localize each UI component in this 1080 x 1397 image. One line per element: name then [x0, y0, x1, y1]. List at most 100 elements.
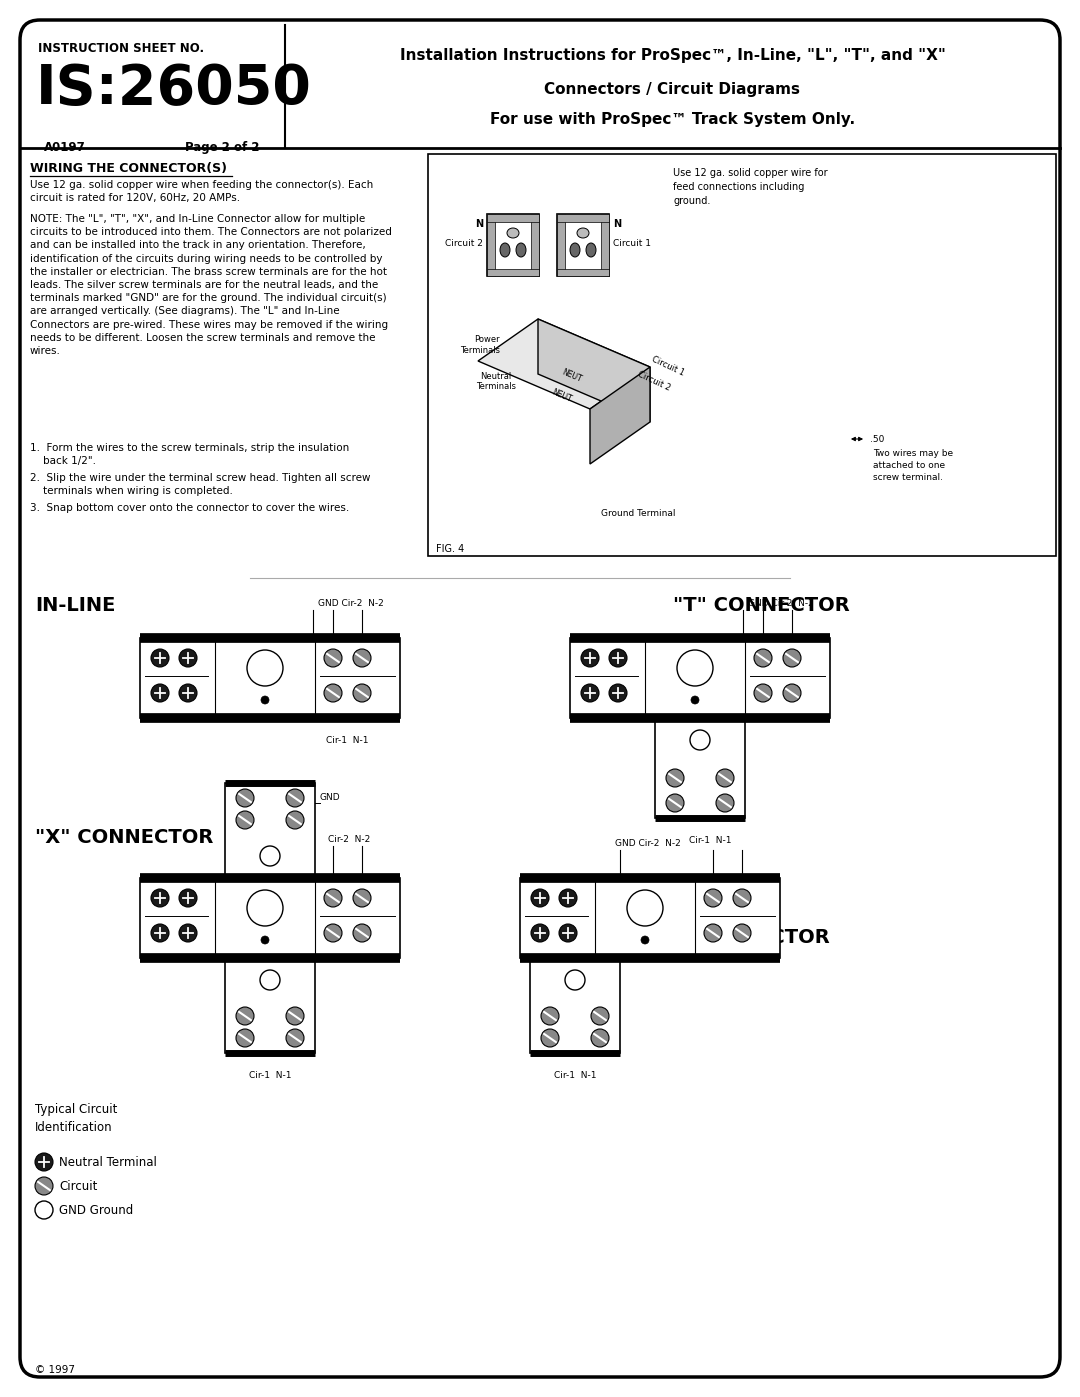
- Text: Circuit 1: Circuit 1: [650, 355, 686, 379]
- Text: GND Cir-2  N-2: GND Cir-2 N-2: [748, 599, 813, 608]
- Bar: [557, 214, 565, 277]
- Circle shape: [237, 1030, 254, 1046]
- Circle shape: [247, 650, 283, 686]
- Circle shape: [666, 793, 684, 812]
- Circle shape: [237, 812, 254, 828]
- Circle shape: [754, 685, 772, 703]
- Bar: [225, 782, 315, 877]
- Text: Circuit 2: Circuit 2: [636, 370, 672, 393]
- Circle shape: [324, 888, 342, 907]
- Text: Two wires may be
attached to one
screw terminal.: Two wires may be attached to one screw t…: [873, 448, 954, 482]
- Circle shape: [690, 731, 710, 750]
- Text: NOTE: The "L", "T", "X", and In-Line Connector allow for multiple
circuits to be: NOTE: The "L", "T", "X", and In-Line Con…: [30, 214, 392, 356]
- Text: Cir-2  N-2: Cir-2 N-2: [328, 835, 370, 844]
- Text: Circuit 1: Circuit 1: [613, 239, 651, 249]
- Text: Ground Terminal: Ground Terminal: [600, 509, 675, 518]
- Circle shape: [733, 888, 751, 907]
- Circle shape: [591, 1030, 609, 1046]
- Circle shape: [260, 847, 280, 866]
- Text: Page 2 of 2: Page 2 of 2: [185, 141, 259, 154]
- Circle shape: [531, 923, 549, 942]
- Circle shape: [591, 1007, 609, 1025]
- Circle shape: [151, 685, 168, 703]
- Circle shape: [783, 685, 801, 703]
- Text: A0197: A0197: [44, 141, 85, 154]
- Circle shape: [559, 923, 577, 942]
- Text: Typical Circuit
Identification: Typical Circuit Identification: [35, 1104, 118, 1134]
- Circle shape: [286, 1007, 303, 1025]
- Text: FIG. 4: FIG. 4: [436, 543, 464, 555]
- Circle shape: [353, 888, 372, 907]
- Circle shape: [35, 1153, 53, 1171]
- Text: IN-LINE: IN-LINE: [35, 597, 116, 615]
- Circle shape: [151, 888, 168, 907]
- Circle shape: [237, 789, 254, 807]
- Circle shape: [677, 650, 713, 686]
- Bar: [570, 638, 831, 718]
- Polygon shape: [538, 319, 650, 422]
- Circle shape: [353, 923, 372, 942]
- Circle shape: [642, 936, 649, 944]
- Text: Neutral Terminal: Neutral Terminal: [59, 1155, 157, 1168]
- Circle shape: [179, 685, 197, 703]
- Text: INSTRUCTION SHEET NO.: INSTRUCTION SHEET NO.: [38, 42, 204, 54]
- Text: Installation Instructions for ProSpec™, In-Line, "L", "T", and "X": Installation Instructions for ProSpec™, …: [400, 47, 945, 63]
- Text: "X" CONNECTOR: "X" CONNECTOR: [35, 828, 214, 847]
- Text: GND Cir-2  N-2: GND Cir-2 N-2: [318, 599, 383, 608]
- Circle shape: [581, 685, 599, 703]
- Circle shape: [179, 923, 197, 942]
- Bar: [530, 958, 620, 1053]
- Bar: [531, 214, 539, 277]
- Circle shape: [151, 923, 168, 942]
- Text: Cir-1  N-1: Cir-1 N-1: [689, 835, 731, 845]
- Circle shape: [541, 1007, 559, 1025]
- Ellipse shape: [500, 243, 510, 257]
- Bar: [557, 214, 609, 222]
- Text: Use 12 ga. solid copper wire when feeding the connector(s). Each
circuit is rate: Use 12 ga. solid copper wire when feedin…: [30, 180, 374, 203]
- Ellipse shape: [577, 228, 589, 237]
- Circle shape: [581, 650, 599, 666]
- Circle shape: [609, 685, 627, 703]
- Ellipse shape: [570, 243, 580, 257]
- Circle shape: [260, 970, 280, 990]
- Circle shape: [754, 650, 772, 666]
- Circle shape: [609, 650, 627, 666]
- Text: WIRING THE CONNECTOR(S): WIRING THE CONNECTOR(S): [30, 162, 227, 175]
- Circle shape: [704, 923, 723, 942]
- Bar: [428, 154, 1056, 556]
- Text: NEUT: NEUT: [550, 388, 572, 404]
- Bar: [600, 214, 609, 277]
- Bar: [557, 214, 609, 277]
- Circle shape: [531, 888, 549, 907]
- Bar: [654, 718, 745, 819]
- Circle shape: [353, 650, 372, 666]
- Text: Cir-1  N-1: Cir-1 N-1: [248, 1071, 292, 1080]
- Ellipse shape: [507, 228, 519, 237]
- Circle shape: [733, 923, 751, 942]
- Circle shape: [353, 685, 372, 703]
- Ellipse shape: [586, 243, 596, 257]
- Text: Cir-1  N-1: Cir-1 N-1: [326, 736, 368, 745]
- Circle shape: [151, 650, 168, 666]
- Circle shape: [691, 696, 699, 704]
- Text: GND Cir-2  N-2: GND Cir-2 N-2: [615, 840, 680, 848]
- Bar: [519, 877, 780, 958]
- Text: For use with ProSpec™ Track System Only.: For use with ProSpec™ Track System Only.: [490, 112, 855, 127]
- Circle shape: [324, 685, 342, 703]
- Bar: [140, 638, 400, 718]
- Circle shape: [35, 1201, 53, 1220]
- Circle shape: [247, 890, 283, 926]
- Circle shape: [565, 970, 585, 990]
- Circle shape: [237, 1007, 254, 1025]
- Text: 2.  Slip the wire under the terminal screw head. Tighten all screw
    terminals: 2. Slip the wire under the terminal scre…: [30, 474, 370, 496]
- Circle shape: [627, 890, 663, 926]
- Circle shape: [324, 650, 342, 666]
- Circle shape: [541, 1030, 559, 1046]
- Text: 3.  Snap bottom cover onto the connector to cover the wires.: 3. Snap bottom cover onto the connector …: [30, 503, 349, 513]
- Text: Circuit 2: Circuit 2: [445, 239, 483, 249]
- Text: "T" CONNECTOR: "T" CONNECTOR: [673, 597, 850, 615]
- Circle shape: [324, 923, 342, 942]
- Bar: [487, 214, 495, 277]
- Ellipse shape: [516, 243, 526, 257]
- Bar: [487, 214, 539, 222]
